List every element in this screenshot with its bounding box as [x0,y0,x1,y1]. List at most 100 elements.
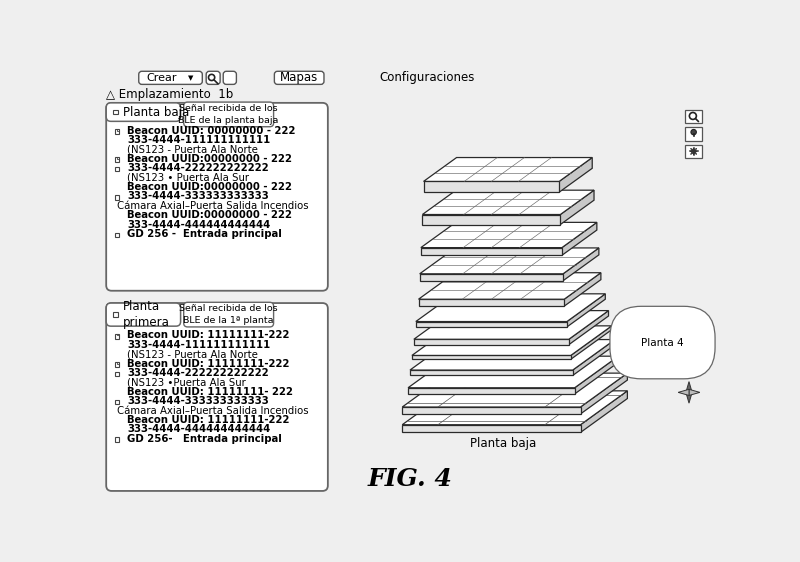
Text: (NS123 • Puerta Ala Sur: (NS123 • Puerta Ala Sur [127,173,249,183]
Bar [114,334,119,338]
FancyBboxPatch shape [206,71,220,84]
Text: Crear: Crear [146,73,178,83]
Bar [114,167,119,171]
Bar [114,362,119,367]
Text: (NS123 - Puerta Ala Norte: (NS123 - Puerta Ala Norte [127,144,258,155]
Polygon shape [414,339,569,345]
Polygon shape [421,248,562,255]
Polygon shape [678,389,689,396]
Text: Beacon UUID: 11111111- 222: Beacon UUID: 11111111- 222 [127,387,293,397]
Polygon shape [560,190,594,225]
Bar [114,371,119,376]
Polygon shape [581,373,627,414]
Text: 333-4444-222222222222: 333-4444-222222222222 [127,163,269,173]
Text: △ Emplazamiento  1b: △ Emplazamiento 1b [106,88,234,101]
Text: FIG. 4: FIG. 4 [367,466,453,491]
Text: Cámara Axial–Puerta Salida Incendios: Cámara Axial–Puerta Salida Incendios [117,406,309,415]
Text: Cámara Axial–Puerta Salida Incendios: Cámara Axial–Puerta Salida Incendios [117,201,309,211]
Text: Mapas: Mapas [280,71,318,84]
Polygon shape [422,190,594,215]
FancyBboxPatch shape [184,102,274,126]
Text: Planta baja: Planta baja [123,106,190,119]
Polygon shape [402,407,581,414]
Polygon shape [567,294,606,327]
Polygon shape [418,273,601,299]
Circle shape [693,151,694,152]
FancyBboxPatch shape [106,303,181,326]
Text: Configuraciones: Configuraciones [379,71,474,84]
FancyBboxPatch shape [138,71,202,84]
Polygon shape [408,356,618,388]
FancyBboxPatch shape [106,303,328,491]
Text: ▼: ▼ [188,75,194,81]
Polygon shape [421,223,597,248]
Polygon shape [562,223,597,255]
Text: Beacon UUID: 11111111-222: Beacon UUID: 11111111-222 [127,415,290,425]
Text: GD 256 -  Entrada principal: GD 256 - Entrada principal [127,229,282,239]
Text: Beacon UUID:00000000 - 222: Beacon UUID:00000000 - 222 [127,154,292,164]
Text: Planta
primera: Planta primera [123,300,170,329]
FancyBboxPatch shape [106,103,181,121]
Polygon shape [408,388,574,394]
Bar [113,110,118,115]
Bar [114,233,119,237]
FancyBboxPatch shape [106,103,328,291]
Polygon shape [416,294,606,321]
Polygon shape [412,326,612,355]
Bar [114,437,119,442]
Text: (NS123 - Puerta Ala Norte: (NS123 - Puerta Ala Norte [127,349,258,359]
Text: Beacon UUID:00000000 - 222: Beacon UUID:00000000 - 222 [127,182,292,192]
Text: 333-4444-111111111111: 333-4444-111111111111 [127,135,270,145]
Polygon shape [569,311,609,345]
FancyBboxPatch shape [274,71,324,84]
Circle shape [691,129,696,135]
Polygon shape [564,273,601,306]
Polygon shape [414,311,609,339]
Bar [113,312,118,317]
FancyBboxPatch shape [184,302,274,327]
Text: 333-4444-444444444444: 333-4444-444444444444 [127,220,270,229]
Polygon shape [573,339,615,375]
Polygon shape [686,392,692,403]
Text: 333-4444-222222222222: 333-4444-222222222222 [127,368,269,378]
Text: Planta baja: Planta baja [470,437,536,451]
FancyBboxPatch shape [223,71,237,84]
Text: Beacon UUID: 00000000 - 222: Beacon UUID: 00000000 - 222 [127,125,296,135]
Polygon shape [571,326,612,359]
Polygon shape [402,373,627,407]
Bar [114,195,119,200]
Text: 333-4444-333333333333: 333-4444-333333333333 [127,191,269,201]
Text: Señal recibida de los
BLE de la 1ª planta: Señal recibida de los BLE de la 1ª plant… [179,304,278,325]
Polygon shape [422,215,560,225]
Polygon shape [420,248,599,274]
Text: Beacon UUID: 11111111-222: Beacon UUID: 11111111-222 [127,359,290,369]
Text: 333-4444-111111111111: 333-4444-111111111111 [127,340,270,350]
Polygon shape [423,182,559,192]
Polygon shape [416,321,567,327]
Bar [114,400,119,405]
Polygon shape [412,355,571,359]
Bar [114,157,119,162]
Text: Beacon UUID: 11111111-222: Beacon UUID: 11111111-222 [127,330,290,341]
Bar [685,128,702,140]
Text: Planta 4: Planta 4 [616,338,684,347]
Polygon shape [559,157,592,192]
Text: Beacon UUID:00000000 - 222: Beacon UUID:00000000 - 222 [127,210,292,220]
Polygon shape [423,157,592,182]
Text: (NS123 •Puerta Ala Sur: (NS123 •Puerta Ala Sur [127,377,246,387]
Text: Señal recibida de los
BLE de la planta baja: Señal recibida de los BLE de la planta b… [178,104,279,125]
Polygon shape [574,356,618,394]
Polygon shape [418,299,564,306]
Polygon shape [420,274,563,281]
Polygon shape [686,382,692,392]
Polygon shape [563,248,599,281]
Bar [685,145,702,158]
Polygon shape [581,391,627,432]
Text: 333-4444-444444444444: 333-4444-444444444444 [127,424,270,434]
Text: GD 256-   Entrada principal: GD 256- Entrada principal [127,434,282,444]
Polygon shape [402,425,581,432]
Bar [685,110,702,123]
Polygon shape [410,339,615,370]
Polygon shape [402,391,627,425]
Bar [114,129,119,134]
